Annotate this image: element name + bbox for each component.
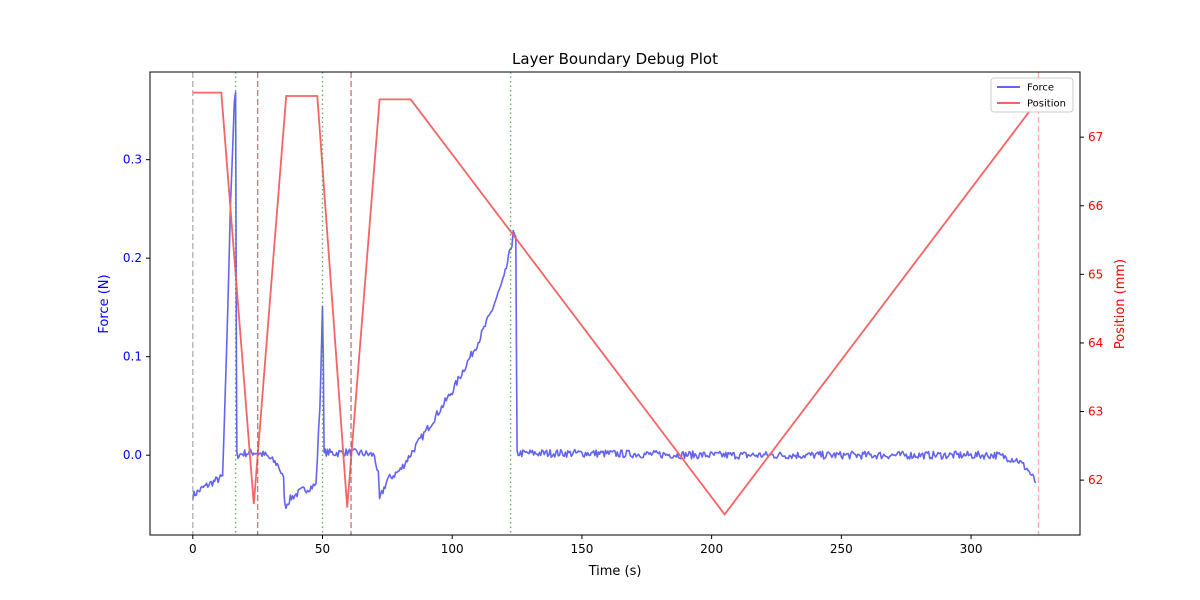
x-tick-label: 250 xyxy=(830,542,853,556)
x-tick-label: 100 xyxy=(441,542,464,556)
legend-label-force: Force xyxy=(1027,83,1054,94)
x-tick-label: 150 xyxy=(570,542,593,556)
axes-frame xyxy=(149,71,1081,536)
y-left-tick-label: 0.0 xyxy=(123,448,142,462)
x-axis-label: Time (s) xyxy=(588,564,642,579)
axes: 0 50 100 150 200 250 300 0.0 0.1 0.2 0.3 62 63 64 65 66… xyxy=(123,71,1103,556)
y-right-tick-label: 62 xyxy=(1088,473,1103,487)
plot-area xyxy=(192,91,1040,516)
legend-label-position: Position xyxy=(1027,99,1066,110)
x-tick-label: 0 xyxy=(189,542,197,556)
y-right-tick-label: 67 xyxy=(1088,130,1103,144)
y-axis-left-label: Force (N) xyxy=(97,274,112,333)
chart-title: Layer Boundary Debug Plot xyxy=(512,50,718,68)
y-right-tick-label: 63 xyxy=(1088,405,1103,419)
y-right-tick-label: 65 xyxy=(1088,267,1103,281)
position-series-line xyxy=(192,91,1040,516)
y-left-tick-label: 0.3 xyxy=(123,153,142,167)
legend: Force Position xyxy=(990,77,1074,113)
force-series-line xyxy=(192,91,1037,510)
y-left-tick-label: 0.2 xyxy=(123,251,142,265)
x-tick-label: 300 xyxy=(960,542,983,556)
y-right-tick-label: 64 xyxy=(1088,336,1103,350)
y-left-tick-label: 0.1 xyxy=(123,350,142,364)
x-tick-label: 200 xyxy=(700,542,723,556)
x-tick-label: 50 xyxy=(315,542,330,556)
vertical-markers xyxy=(192,72,1040,535)
y-right-tick-label: 66 xyxy=(1088,199,1103,213)
y-axis-right-label: Position (mm) xyxy=(1113,259,1128,349)
